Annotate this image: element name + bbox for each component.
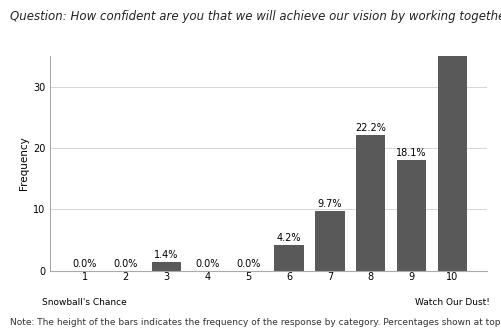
Text: 9.7%: 9.7% bbox=[317, 199, 341, 209]
Text: 0.0%: 0.0% bbox=[195, 259, 219, 269]
Text: 1.4%: 1.4% bbox=[154, 250, 178, 260]
Text: 0.0%: 0.0% bbox=[113, 259, 137, 269]
Text: Note: The height of the bars indicates the frequency of the response by category: Note: The height of the bars indicates t… bbox=[10, 318, 501, 327]
Text: 4.2%: 4.2% bbox=[276, 233, 301, 243]
Bar bbox=[437, 0, 466, 271]
Text: 18.1%: 18.1% bbox=[395, 148, 426, 158]
Text: Watch Our Dust!: Watch Our Dust! bbox=[414, 298, 489, 307]
Bar bbox=[315, 211, 344, 271]
Bar bbox=[355, 135, 385, 271]
Bar bbox=[274, 245, 303, 271]
Bar bbox=[151, 262, 181, 271]
Text: 0.0%: 0.0% bbox=[73, 259, 97, 269]
Text: Question: How confident are you that we will achieve our vision by working toget: Question: How confident are you that we … bbox=[10, 10, 501, 23]
Text: 0.0%: 0.0% bbox=[235, 259, 260, 269]
Text: Snowball's Chance: Snowball's Chance bbox=[42, 298, 127, 307]
Bar bbox=[396, 160, 425, 271]
Text: 22.2%: 22.2% bbox=[355, 123, 385, 133]
Y-axis label: Frequency: Frequency bbox=[19, 137, 29, 190]
